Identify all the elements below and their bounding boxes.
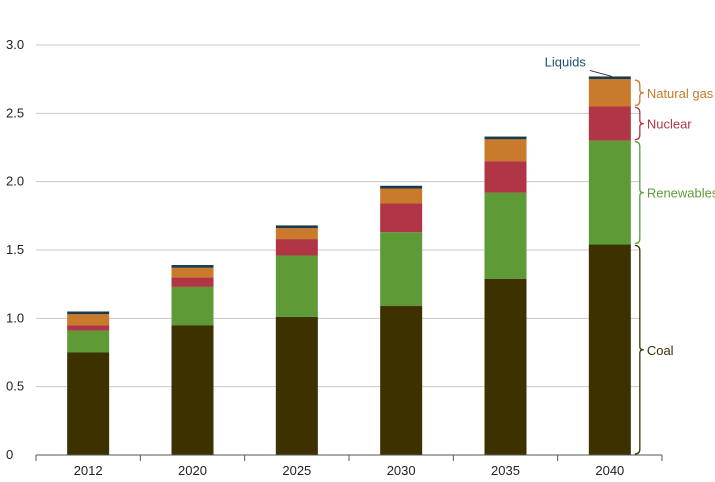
x-tick-label: 2035 (491, 463, 520, 478)
x-tick-label: 2020 (178, 463, 207, 478)
bar-segment-liquids-2012 (67, 311, 110, 315)
bar-segment-nuclear-2035 (484, 161, 527, 193)
bar-segment-renewables-2030 (380, 232, 423, 307)
bar-segment-nuclear-2020 (171, 277, 214, 287)
y-tick-label: 1.5 (6, 242, 24, 257)
legend-leader-liquids (589, 69, 612, 77)
legend-label-renewables: Renewables (647, 186, 715, 201)
bar-segment-natural-gas-2035 (484, 139, 527, 162)
legend-label-natural-gas: Natural gas (647, 86, 714, 101)
bar-segment-natural-gas-2030 (380, 188, 423, 204)
bar-segment-coal-2030 (380, 306, 423, 455)
y-tick-label: 1.0 (6, 310, 24, 325)
bar-segment-liquids-2025 (275, 225, 318, 229)
legend-brace-coal (634, 244, 644, 455)
bar-segment-natural-gas-2020 (171, 267, 214, 278)
y-tick-label: 0.5 (6, 379, 24, 394)
legend-label-coal: Coal (647, 343, 674, 358)
x-tick-label: 2012 (74, 463, 103, 478)
bar-segment-liquids-2040 (588, 76, 631, 80)
x-tick-label: 2030 (387, 463, 416, 478)
bar-segment-natural-gas-2012 (67, 314, 110, 326)
y-tick-label: 2.0 (6, 174, 24, 189)
bar-segment-renewables-2020 (171, 286, 214, 326)
bar-segment-nuclear-2040 (588, 106, 631, 141)
y-tick-label: 2.5 (6, 105, 24, 120)
bar-segment-natural-gas-2025 (275, 228, 318, 240)
bar-segment-renewables-2025 (275, 255, 318, 317)
legend-label-nuclear: Nuclear (647, 117, 692, 132)
bars (67, 76, 631, 455)
bar-segment-renewables-2040 (588, 140, 631, 245)
bar-segment-coal-2020 (171, 325, 214, 455)
bar-segment-nuclear-2030 (380, 203, 423, 233)
legend-brace-nuclear (634, 106, 644, 141)
x-tick-label: 2040 (595, 463, 624, 478)
bar-segment-liquids-2035 (484, 136, 527, 140)
bar-segment-coal-2040 (588, 244, 631, 455)
bar-segment-coal-2012 (67, 352, 110, 455)
legend-label-liquids: Liquids (545, 54, 587, 69)
x-tick-label: 2025 (282, 463, 311, 478)
legend-brace-renewables (634, 141, 644, 245)
bar-segment-renewables-2012 (67, 330, 110, 353)
legend: Coal Renewables Nuclear Natural gas Liquids (545, 54, 715, 455)
y-axis: 0 0.5 1.0 1.5 2.0 2.5 3.0 (6, 37, 24, 462)
bar-segment-liquids-2030 (380, 185, 423, 189)
bar-segment-renewables-2035 (484, 192, 527, 279)
x-axis: 2012 2020 2025 2030 2035 2040 (35, 454, 663, 478)
bar-segment-coal-2025 (275, 316, 318, 455)
bar-segment-coal-2035 (484, 278, 527, 455)
bar-segment-liquids-2020 (171, 265, 214, 268)
bar-segment-natural-gas-2040 (588, 79, 631, 107)
y-tick-label: 0 (6, 447, 13, 462)
bar-segment-nuclear-2012 (67, 325, 110, 331)
gridlines (36, 44, 640, 388)
y-tick-label: 3.0 (6, 37, 24, 52)
legend-brace-natural-gas (634, 79, 644, 107)
bar-segment-nuclear-2025 (275, 239, 318, 256)
